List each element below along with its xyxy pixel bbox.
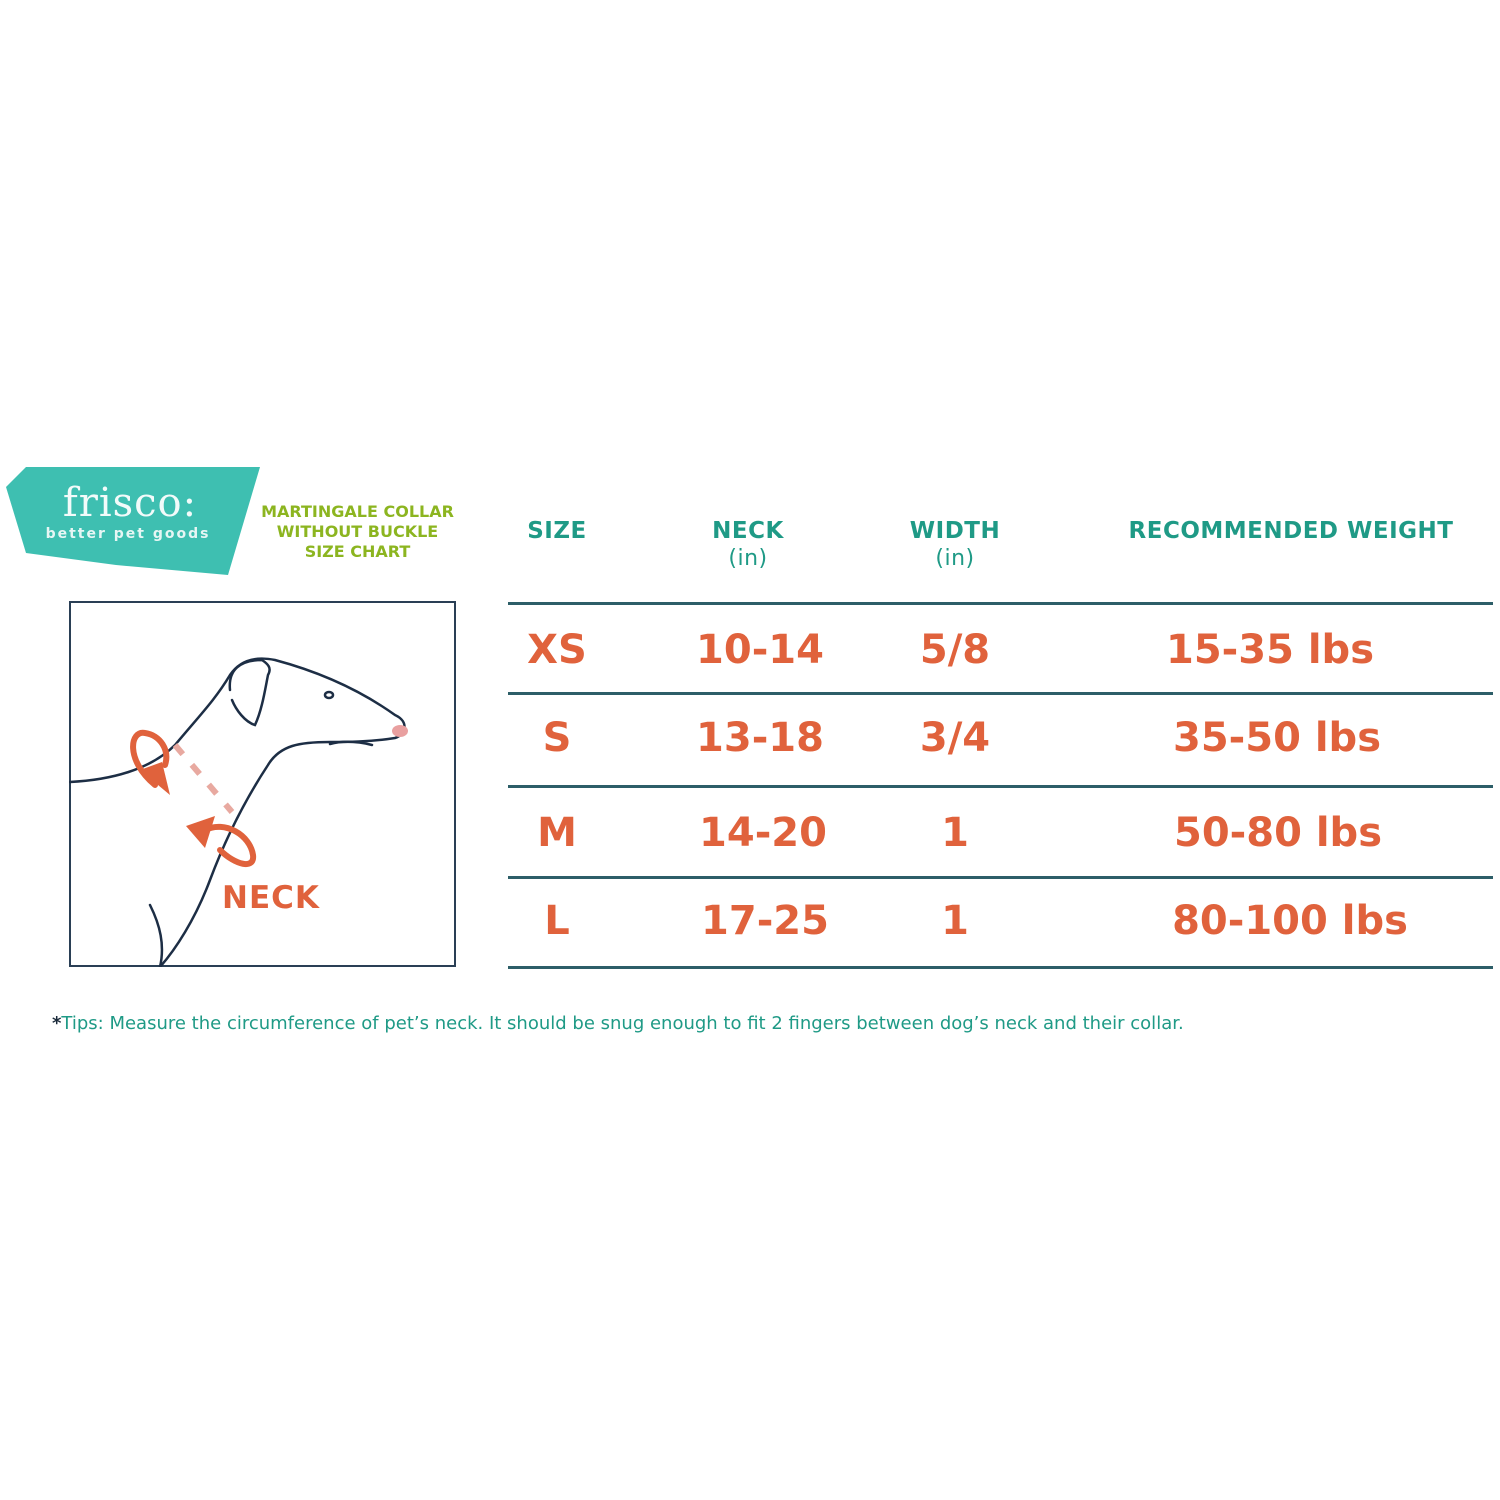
table-divider	[508, 602, 1493, 605]
cell-weight: 80-100 lbs	[1172, 898, 1408, 944]
cell-weight: 15-35 lbs	[1165, 627, 1375, 673]
tips-text: Tips: Measure the circumference of pet’s…	[61, 1013, 1184, 1034]
header-width: WIDTH (in)	[910, 518, 1000, 572]
dog-neck-drawing	[69, 657, 408, 967]
tips-note: *Tips: Measure the circumference of pet’…	[52, 1013, 1184, 1034]
title-line: MARTINGALE COLLAR	[261, 502, 454, 521]
header-label: RECOMMENDED WEIGHT	[1128, 518, 1454, 544]
title-line: SIZE CHART	[304, 542, 411, 561]
cell-size: L	[544, 898, 570, 944]
title-line: WITHOUT BUCKLE	[276, 522, 439, 541]
header-neck: NECK (in)	[712, 518, 784, 572]
cell-weight: 35-50 lbs	[1172, 715, 1382, 761]
cell-neck: 10-14	[696, 627, 824, 673]
brand-name: frisco:	[62, 480, 198, 526]
brand-tagline: better pet goods	[45, 526, 211, 542]
cell-neck: 13-18	[696, 715, 824, 761]
dog-nose	[392, 725, 408, 737]
table-divider	[508, 966, 1493, 969]
cell-neck: 17-25	[701, 898, 829, 944]
table-divider	[508, 785, 1493, 788]
chart-title: MARTINGALE COLLAR WITHOUT BUCKLE SIZE CH…	[250, 502, 465, 562]
cell-size: XS	[527, 627, 587, 673]
header-label: WIDTH	[909, 518, 1001, 544]
tips-asterisk: *	[52, 1013, 62, 1034]
header-label: SIZE	[527, 518, 587, 544]
cell-width: 1	[941, 810, 969, 856]
header-weight: RECOMMENDED WEIGHT	[1129, 518, 1454, 545]
header-size: SIZE	[527, 518, 587, 545]
neck-label: NECK	[222, 880, 320, 916]
brand-logo-badge	[6, 467, 260, 575]
header-label: NECK	[712, 518, 784, 544]
cell-size: S	[542, 715, 572, 761]
cell-width: 1	[941, 898, 969, 944]
dog-illustration	[69, 601, 456, 967]
table-divider	[508, 692, 1493, 695]
cell-neck: 14-20	[699, 810, 827, 856]
header-unit: (in)	[935, 546, 975, 571]
neck-measure-arrows	[130, 729, 257, 867]
cell-size: M	[537, 810, 577, 856]
header-unit: (in)	[728, 546, 768, 571]
cell-width: 3/4	[919, 715, 991, 761]
cell-width: 5/8	[919, 627, 991, 673]
cell-weight: 50-80 lbs	[1173, 810, 1383, 856]
table-divider	[508, 876, 1493, 879]
